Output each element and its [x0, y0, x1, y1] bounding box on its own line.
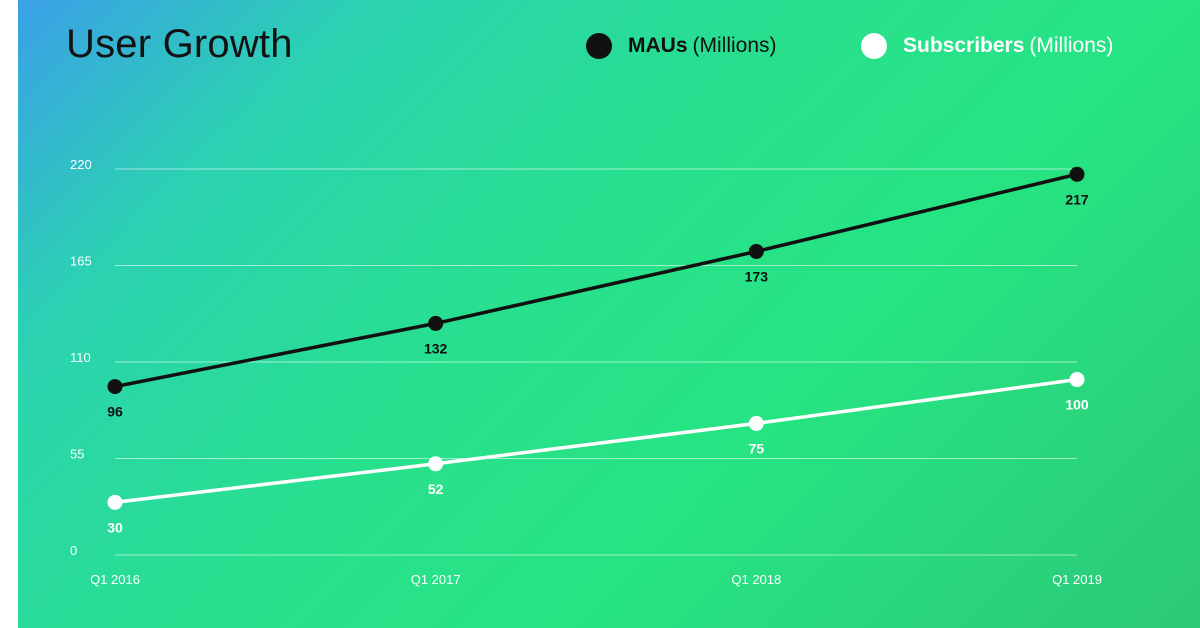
y-tick-label-3: 165 — [70, 254, 92, 269]
data-point-subscribers-0 — [107, 494, 123, 510]
data-label-mau-2: 173 — [745, 268, 769, 284]
legend-label-subscribers: Subscribers — [903, 34, 1025, 57]
data-label-mau-0: 96 — [107, 404, 123, 420]
data-point-mau-2 — [748, 243, 764, 259]
y-tick-label-1: 55 — [70, 447, 84, 462]
x-tick-label-1: Q1 2017 — [411, 572, 461, 587]
data-point-mau-3 — [1069, 166, 1085, 182]
legend-item-mau: MAUs (Millions) — [586, 33, 777, 59]
legend-item-subscribers: Subscribers (Millions) — [861, 33, 1113, 59]
x-tick-label-2: Q1 2018 — [731, 572, 781, 587]
data-label-subscribers-1: 52 — [428, 481, 444, 497]
line-chart: 0 55 110 165 220 Q1 2016 Q1 2017 Q1 2018 Q1 2019… — [70, 157, 1102, 587]
data-point-mau-0 — [107, 379, 123, 395]
data-label-subscribers-0: 30 — [107, 519, 123, 535]
chart-title: User Growth — [66, 22, 293, 66]
data-label-subscribers-3: 100 — [1065, 397, 1089, 413]
series-line-subscribers — [113, 377, 1079, 505]
data-point-subscribers-3 — [1069, 372, 1085, 388]
data-label-mau-3: 217 — [1065, 191, 1089, 207]
y-tick-label-0: 0 — [70, 543, 77, 558]
legend-unit-mau: (Millions) — [692, 34, 777, 57]
data-point-subscribers-1 — [428, 456, 444, 472]
data-label-subscribers-2: 75 — [749, 440, 765, 456]
legend-label-mau: MAUs — [628, 34, 688, 57]
chart-card: User Growth MAUs (Millions) Subscribers … — [18, 0, 1200, 628]
y-tick-label-2: 110 — [70, 350, 91, 365]
legend-marker-mau — [586, 33, 612, 59]
y-tick-label-4: 220 — [70, 157, 92, 172]
x-tick-label-3: Q1 2019 — [1052, 572, 1102, 587]
legend-unit-subscribers: (Millions) — [1029, 34, 1114, 57]
legend-marker-subscribers — [861, 33, 887, 59]
data-point-subscribers-2 — [748, 415, 764, 431]
series-line-mau — [113, 172, 1079, 389]
x-tick-label-0: Q1 2016 — [90, 572, 140, 587]
data-label-mau-1: 132 — [424, 340, 448, 356]
data-point-mau-1 — [428, 315, 444, 331]
